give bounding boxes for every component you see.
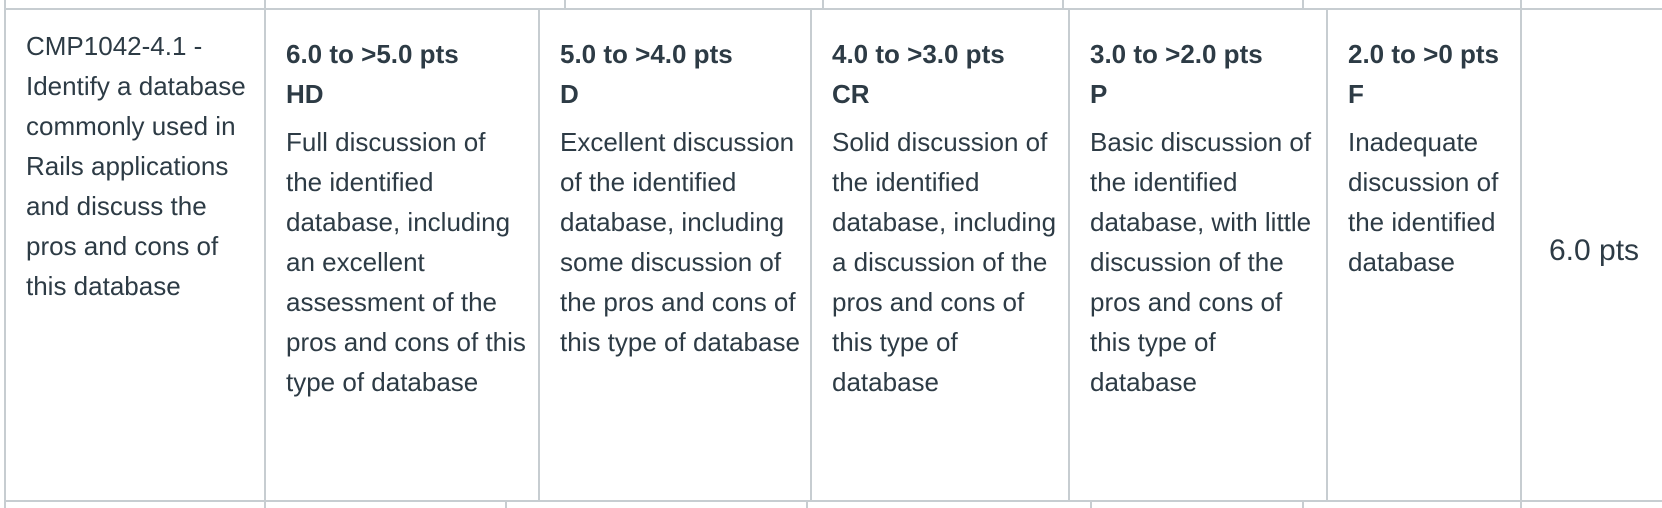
criterion-total-points: 6.0 pts <box>1548 234 1640 267</box>
next-row-divider <box>505 502 507 508</box>
prev-row-divider <box>1062 0 1064 8</box>
column-divider <box>264 0 266 508</box>
rating-grade: D <box>560 79 579 109</box>
row-top-border <box>4 8 1662 10</box>
column-divider <box>538 10 540 500</box>
rating-grade: HD <box>286 79 324 109</box>
rating-p[interactable]: 3.0 to >2.0 pts P Basic discussion of th… <box>1090 34 1320 402</box>
rating-description: Solid discussion of the identified datab… <box>832 127 1057 397</box>
column-divider <box>1520 0 1522 508</box>
next-row-divider <box>1090 502 1092 508</box>
criterion-description: CMP1042-4.1 - Identify a database common… <box>26 31 246 301</box>
row-bottom-border <box>4 500 1662 502</box>
prev-row-divider <box>1302 0 1304 8</box>
rating-f[interactable]: 2.0 to >0 pts F Inadequate discussion of… <box>1348 34 1508 282</box>
rating-points: 2.0 to >0 pts <box>1348 39 1499 69</box>
rating-description: Excellent discussion of the identified d… <box>560 127 800 357</box>
column-divider <box>1068 10 1070 500</box>
rating-hd[interactable]: 6.0 to >5.0 pts HD Full discussion of th… <box>286 34 526 402</box>
rating-points: 6.0 to >5.0 pts <box>286 39 459 69</box>
prev-row-divider <box>822 0 824 8</box>
column-divider <box>810 10 812 500</box>
rating-points: 4.0 to >3.0 pts <box>832 39 1005 69</box>
rating-points: 3.0 to >2.0 pts <box>1090 39 1263 69</box>
rating-grade: F <box>1348 79 1364 109</box>
prev-row-divider <box>564 0 566 8</box>
rating-description: Full discussion of the identified databa… <box>286 127 526 397</box>
rating-cr[interactable]: 4.0 to >3.0 pts CR Solid discussion of t… <box>832 34 1057 402</box>
rating-grade: CR <box>832 79 870 109</box>
column-divider <box>1326 10 1328 500</box>
left-border <box>4 0 6 508</box>
rating-description: Basic discussion of the identified datab… <box>1090 127 1312 397</box>
next-row-divider <box>1302 502 1304 508</box>
rating-points: 5.0 to >4.0 pts <box>560 39 733 69</box>
rating-d[interactable]: 5.0 to >4.0 pts D Excellent discussion o… <box>560 34 800 362</box>
rating-description: Inadequate discussion of the identified … <box>1348 127 1499 277</box>
next-row-divider <box>806 502 808 508</box>
rating-grade: P <box>1090 79 1108 109</box>
